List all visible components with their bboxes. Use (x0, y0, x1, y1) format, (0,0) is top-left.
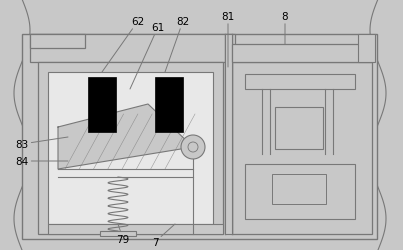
Bar (30, 35, 235, 63)
Bar (245, 164, 355, 219)
Circle shape (188, 142, 198, 152)
Circle shape (181, 136, 205, 159)
Bar (48, 224, 223, 234)
Text: 84: 84 (15, 156, 68, 166)
Text: 8: 8 (282, 12, 288, 45)
Text: 61: 61 (130, 23, 164, 90)
Bar (358, 35, 375, 63)
Bar (225, 35, 232, 234)
Bar (245, 75, 355, 90)
Text: 7: 7 (152, 224, 175, 247)
Text: 79: 79 (116, 224, 130, 244)
Bar (272, 174, 326, 204)
Bar (48, 73, 213, 224)
Text: 83: 83 (15, 138, 68, 149)
Bar (30, 35, 85, 49)
Text: 82: 82 (165, 17, 190, 73)
Text: 62: 62 (102, 17, 145, 73)
Bar (232, 63, 372, 234)
Bar (38, 63, 223, 234)
Bar (100, 231, 136, 236)
Bar (232, 45, 372, 63)
Text: 81: 81 (221, 12, 235, 68)
Bar (88, 78, 116, 132)
Polygon shape (58, 104, 193, 169)
Bar (22, 35, 377, 239)
Bar (275, 108, 323, 150)
Bar (155, 78, 183, 132)
